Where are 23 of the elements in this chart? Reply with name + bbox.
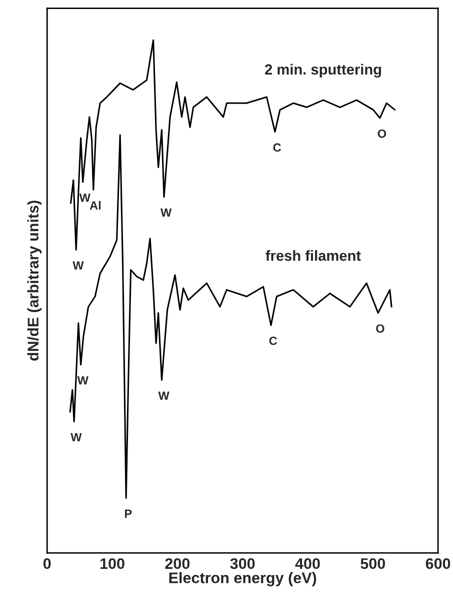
series-label: 2 min. sputtering	[265, 64, 382, 78]
annotation: Al	[90, 200, 101, 210]
annotation: W	[158, 392, 170, 400]
annotation: W	[160, 208, 172, 217]
annotation: W	[79, 194, 90, 202]
x-axis-title: Electron energy (eV)	[169, 572, 316, 586]
annotation: O	[376, 324, 384, 333]
y-axis-title: dN/dE (arbitrary units)	[27, 200, 42, 361]
x-tick-label: 200	[165, 558, 190, 570]
x-tick-label: 500	[360, 558, 386, 570]
annotation: O	[378, 129, 386, 138]
x-tick-label: 100	[100, 558, 124, 570]
annotation: P	[125, 510, 132, 518]
annotation: W	[70, 433, 82, 442]
x-tick-label: 400	[295, 558, 320, 570]
annotation: C	[273, 143, 281, 152]
x-tick-label: 0	[43, 558, 51, 570]
annotation: W	[77, 376, 88, 384]
series-label: fresh filament	[266, 250, 361, 261]
annotation: W	[72, 261, 84, 270]
annotation: C	[269, 336, 278, 346]
x-tick-label: 300	[230, 558, 255, 570]
x-tick-label: 600	[426, 558, 450, 570]
